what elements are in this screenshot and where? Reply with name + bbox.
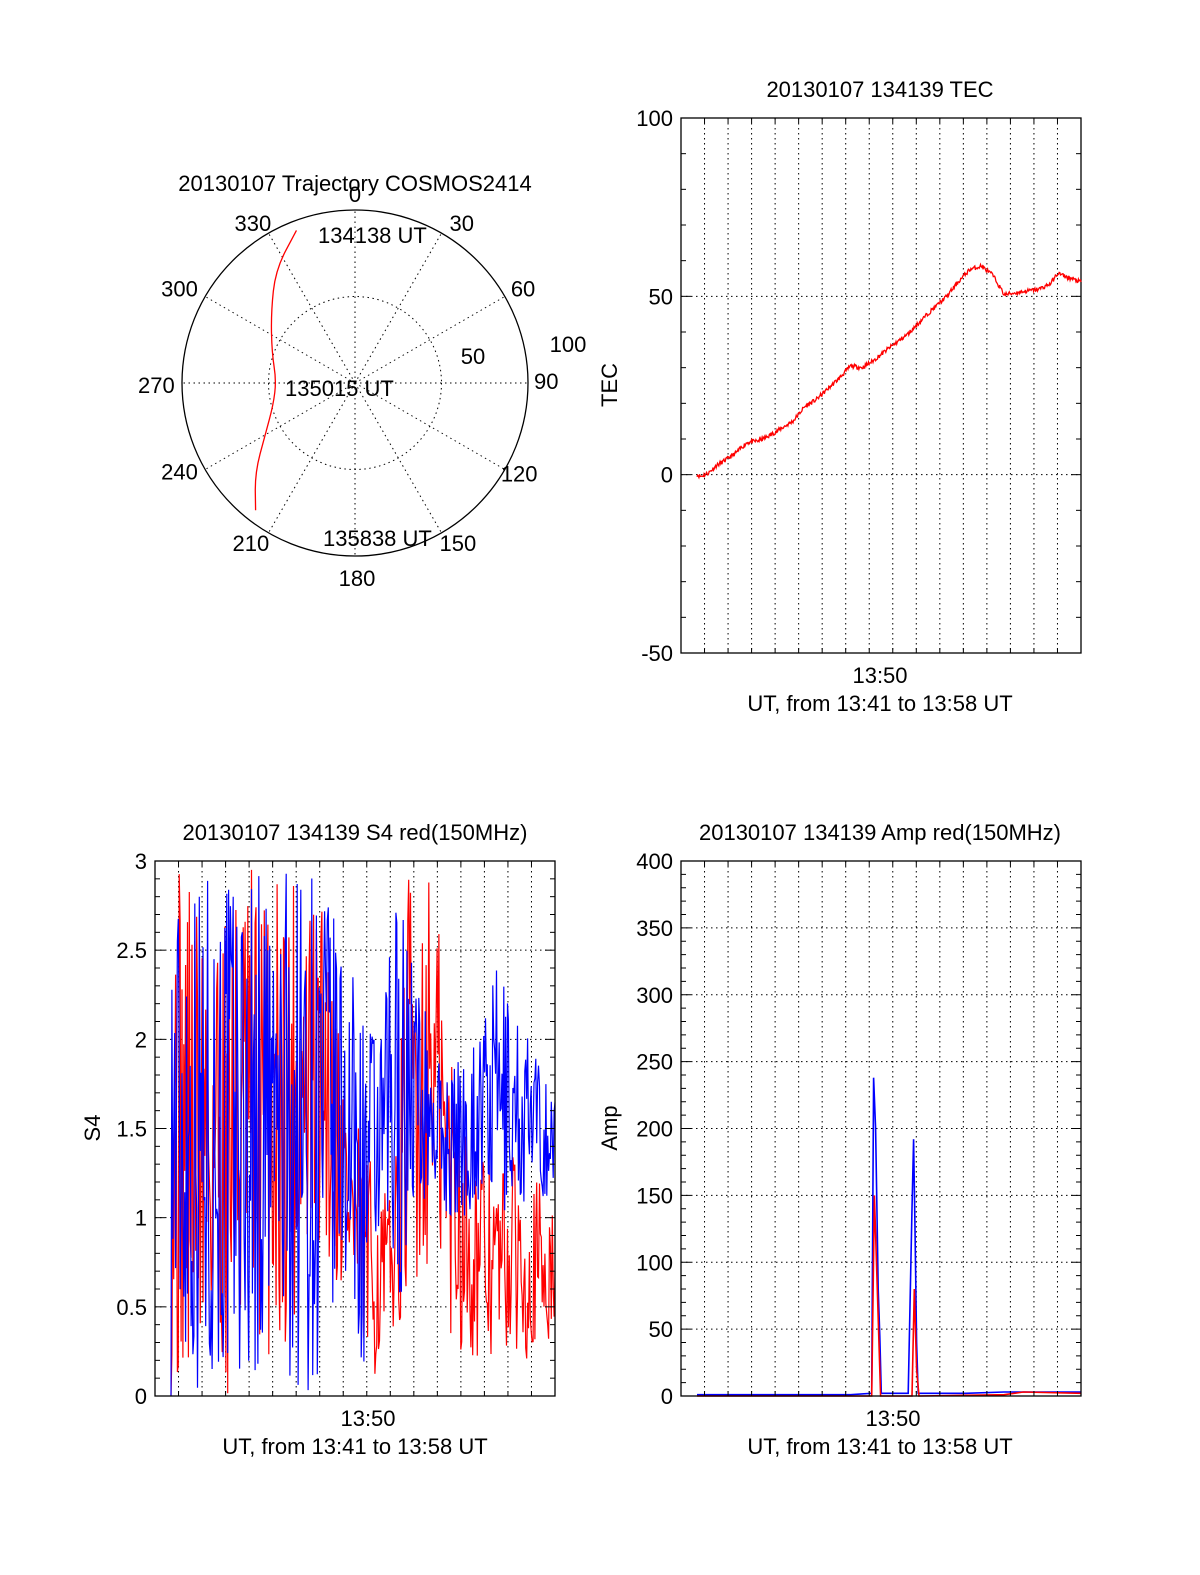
y-tick-label: 3 [135,849,147,874]
y-tick-label: 400 [636,849,673,874]
polar-angle-label: 210 [233,531,270,556]
tec-x-tick-label: 13:50 [852,663,907,688]
amp-series-blue [697,1077,1081,1396]
tec-frame [680,117,1082,654]
amp-x-axis-label: UT, from 13:41 to 13:58 UT [747,1434,1012,1459]
polar-angle-label: 150 [440,531,477,556]
annotation-end-time: 135838 UT [323,526,432,551]
polar-spoke [354,382,506,470]
amp-y-axis-label: Amp [597,1105,622,1150]
polar-radius-label-100: 100 [550,332,587,357]
y-tick-label: 0.5 [116,1295,147,1320]
polar-spoke [354,382,442,534]
y-tick-label: 2 [135,1027,147,1052]
polar-spoke [354,232,442,384]
polar-angle-label: 240 [161,460,198,485]
amp-x-tick-label: 13:50 [865,1406,920,1431]
s4-y-tick-labels: 3 2.5 2 1.5 1 0.5 0 [116,849,147,1409]
y-tick-label: 1 [135,1206,147,1231]
y-tick-label: 1.5 [116,1117,147,1142]
y-tick-label: 50 [649,1317,673,1342]
y-tick-label: -50 [641,641,673,666]
y-tick-label: 150 [636,1183,673,1208]
trajectory-line [254,230,298,511]
annotation-start-time: 134138 UT [318,223,427,248]
tec-series-line [696,262,1082,480]
amp-y-tick-labels: 400 350 300 250 200 150 100 50 0 [636,849,673,1409]
polar-angle-label: 300 [161,277,198,302]
y-tick-label: 100 [636,1250,673,1275]
tec-title: 20130107 134139 TEC [766,77,993,102]
s4-x-axis-label: UT, from 13:41 to 13:58 UT [222,1434,487,1459]
tec-y-axis-label: TEC [597,363,622,407]
s4-series [170,869,556,1396]
amp-title: 20130107 134139 Amp red(150MHz) [699,820,1061,845]
y-tick-label: 250 [636,1050,673,1075]
polar-spoke [204,382,356,470]
s4-y-axis-label: S4 [80,1115,105,1142]
y-tick-label: 350 [636,916,673,941]
y-tick-label: 200 [636,1117,673,1142]
y-tick-label: 0 [135,1384,147,1409]
tec-x-axis-label: UT, from 13:41 to 13:58 UT [747,691,1012,716]
y-tick-label: 50 [649,284,673,309]
polar-panel: 20130107 Trajectory COSMOS2414 0 30 60 90 12… [138,171,586,591]
y-tick-label: 300 [636,983,673,1008]
tec-grid [681,118,1081,653]
amp-panel: 20130107 134139 Amp red(150MHz) 400 350 30… [597,820,1082,1459]
polar-spoke [354,296,506,384]
tec-panel: 20130107 134139 TEC 100 50 0 -50 13:50 UT, … [597,77,1082,716]
amp-series-red [697,1195,1082,1397]
polar-spoke [268,382,356,534]
amp-series [697,1077,1082,1397]
y-tick-label: 100 [636,106,673,131]
polar-angle-label: 270 [138,373,175,398]
y-tick-label: 2.5 [116,938,147,963]
tec-y-tick-labels: 100 50 0 -50 [636,106,673,666]
s4-panel: 20130107 134139 S4 red(150MHz) 3 2.5 2 1.5 1… [80,820,556,1459]
s4-title: 20130107 134139 S4 red(150MHz) [183,820,528,845]
s4-ticks [155,860,555,1397]
polar-angle-label: 60 [511,277,535,302]
s4-series-blue [170,873,556,1396]
tec-ticks [681,117,1081,654]
polar-angle-labels: 0 30 60 90 120 150 180 210 240 270 300 330 [138,182,558,591]
annotation-mid-time: 135015 UT [285,376,394,401]
polar-angle-label: 180 [339,566,376,591]
polar-angle-label: 120 [501,462,538,487]
polar-spoke [268,232,356,384]
polar-angle-label: 330 [235,211,272,236]
polar-grid [182,210,528,556]
s4-x-tick-label: 13:50 [340,1406,395,1431]
polar-outer-circle [181,209,529,557]
y-tick-label: 0 [661,463,673,488]
polar-angle-label: 0 [349,182,361,207]
polar-angle-label: 90 [534,369,558,394]
polar-radius-label-50: 50 [461,344,485,369]
polar-spoke [204,296,356,384]
y-tick-label: 0 [661,1384,673,1409]
polar-angle-label: 30 [450,211,474,236]
amp-ticks [681,860,1081,1397]
amp-grid [681,861,1081,1396]
polar-title: 20130107 Trajectory COSMOS2414 [178,171,531,196]
